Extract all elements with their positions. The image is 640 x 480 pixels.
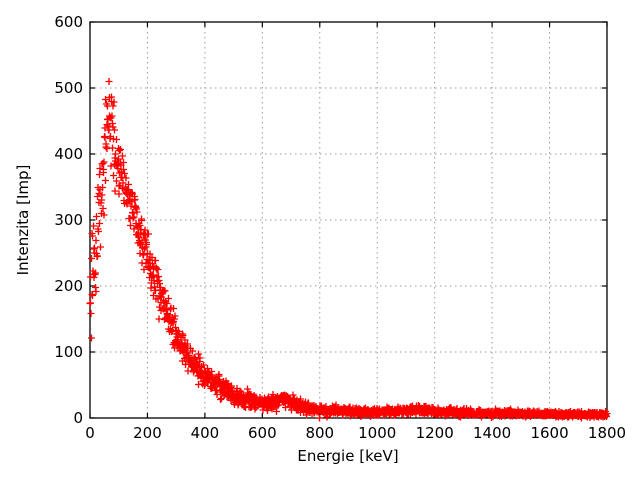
- x-axis-title: Energie [keV]: [297, 447, 398, 465]
- spectrum-points: [86, 78, 611, 422]
- y-tick-label: 500: [54, 79, 83, 97]
- x-tick-labels: 0 200 400 600 800 1000 1200 1400 1600 1800: [85, 424, 626, 442]
- grid-lines: [90, 22, 607, 418]
- plot-border: [89, 21, 608, 419]
- x-tick-label: 0: [85, 424, 95, 442]
- x-tick-label: 200: [133, 424, 162, 442]
- y-tick-label: 200: [54, 277, 83, 295]
- x-tick-label: 1600: [530, 424, 568, 442]
- x-tick-label: 600: [248, 424, 277, 442]
- x-tick-label: 400: [191, 424, 220, 442]
- y-tick-labels: 0 100 200 300 400 500 600: [54, 13, 83, 427]
- y-tick-label: 100: [54, 343, 83, 361]
- data-points: [86, 78, 611, 422]
- x-tick-label: 1800: [588, 424, 626, 442]
- y-axis-title: Intenzita [Imp]: [14, 165, 32, 276]
- y-tick-label: 600: [54, 13, 83, 31]
- x-tick-label: 1400: [473, 424, 511, 442]
- y-tick-label: 300: [54, 211, 83, 229]
- x-tick-label: 1000: [358, 424, 396, 442]
- axis-tick-marks: [89, 21, 608, 419]
- x-tick-label: 800: [305, 424, 334, 442]
- y-tick-label: 400: [54, 145, 83, 163]
- x-tick-label: 1200: [416, 424, 454, 442]
- y-tick-label: 0: [73, 409, 83, 427]
